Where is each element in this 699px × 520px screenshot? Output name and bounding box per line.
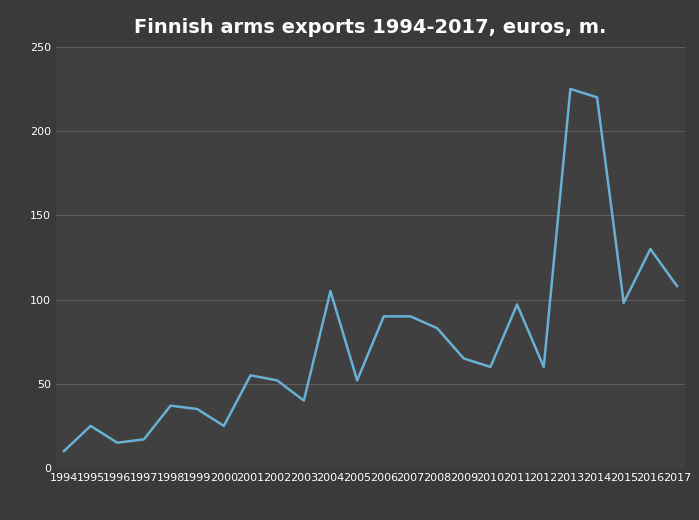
Title: Finnish arms exports 1994-2017, euros, m.: Finnish arms exports 1994-2017, euros, m… (134, 18, 607, 37)
